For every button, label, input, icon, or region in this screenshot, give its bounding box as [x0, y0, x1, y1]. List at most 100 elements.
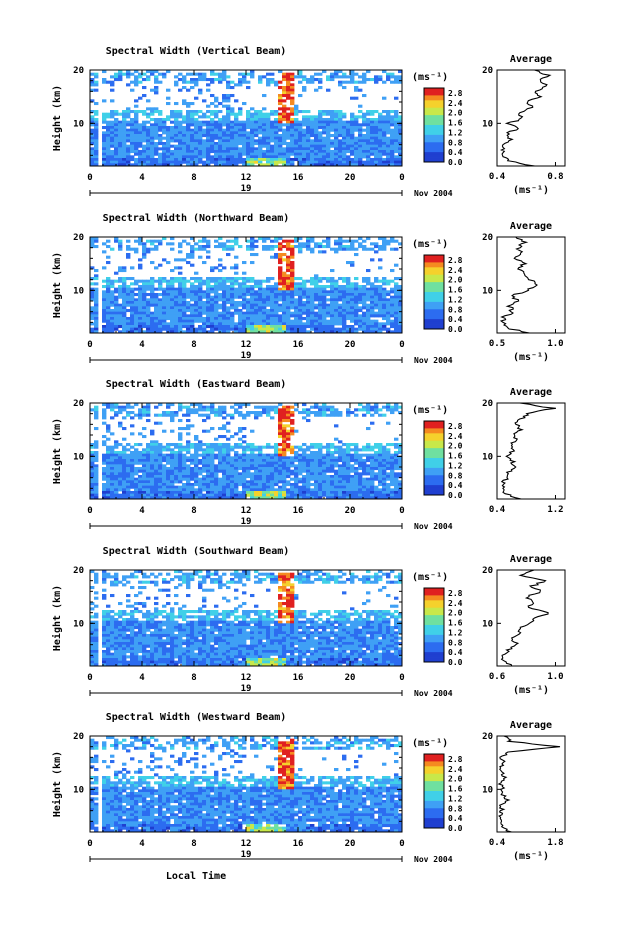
y-tick-label: 10	[73, 119, 84, 129]
heatmap-cell	[242, 136, 247, 140]
heatmap-cell	[314, 139, 319, 143]
heatmap-cell	[234, 443, 239, 447]
heatmap-cell	[142, 134, 147, 138]
heatmap-cell	[150, 314, 155, 318]
heatmap-cell	[298, 472, 303, 476]
heatmap-cell	[178, 405, 183, 409]
heatmap-cell	[166, 325, 171, 329]
heatmap-cell	[326, 144, 331, 148]
heatmap-cell	[226, 293, 231, 297]
heatmap-cell	[246, 112, 251, 116]
heatmap-cell	[230, 128, 235, 132]
heatmap-cell	[398, 314, 403, 318]
heatmap-cell	[182, 303, 187, 307]
heatmap-cell	[226, 459, 231, 463]
heatmap-cell	[338, 144, 343, 148]
heatmap-cell	[162, 277, 167, 281]
heatmap-cell	[238, 72, 243, 76]
heatmap-cell	[154, 131, 159, 135]
heatmap-cell	[158, 472, 163, 476]
heatmap-cell	[382, 282, 387, 286]
heatmap-cell	[378, 306, 383, 310]
heatmap-cell	[126, 293, 131, 297]
heatmap-cell	[198, 293, 203, 297]
heatmap-cell	[378, 327, 383, 331]
heatmap-cell	[94, 469, 99, 473]
heatmap-cell	[230, 306, 235, 310]
heatmap-cell	[306, 464, 311, 468]
heatmap-cell	[166, 309, 171, 313]
heatmap-cell	[398, 330, 403, 334]
heatmap-cell	[142, 282, 147, 286]
heatmap-cell	[386, 306, 391, 310]
heatmap-cell	[194, 118, 199, 122]
heatmap-cell	[318, 144, 323, 148]
heatmap-cell	[178, 477, 183, 481]
heatmap-cell	[394, 311, 399, 315]
heatmap-cell	[238, 322, 243, 326]
colorbar-segment	[424, 95, 444, 99]
heatmap-cell	[194, 136, 199, 140]
heatmap-cell	[206, 152, 211, 156]
heatmap-cell	[330, 120, 335, 124]
heatmap-cell	[374, 160, 379, 164]
heatmap-cell	[306, 411, 311, 415]
heatmap-cell	[282, 427, 287, 431]
heatmap-cell	[322, 287, 327, 291]
heatmap-cell	[294, 298, 299, 302]
heatmap-cell	[202, 279, 207, 283]
heatmap-cell	[154, 247, 159, 251]
heatmap-cell	[126, 128, 131, 132]
heatmap-cell	[150, 72, 155, 76]
heatmap-cell	[378, 461, 383, 465]
heatmap-cell	[158, 279, 163, 283]
heatmap-cell	[334, 150, 339, 154]
heatmap-cell	[262, 301, 267, 305]
heatmap-cell	[346, 247, 351, 251]
heatmap-cell	[118, 155, 123, 159]
heatmap-cell	[234, 255, 239, 259]
heatmap-cell	[90, 150, 95, 154]
heatmap-cell	[250, 128, 255, 132]
heatmap-cell	[90, 322, 95, 326]
heatmap-cell	[262, 322, 267, 326]
heatmap-cell	[226, 144, 231, 148]
heatmap-cell	[106, 459, 111, 463]
heatmap-cell	[386, 459, 391, 463]
heatmap-cell	[206, 456, 211, 460]
heatmap-cell	[358, 126, 363, 130]
heatmap-cell	[146, 144, 151, 148]
heatmap-cell	[338, 475, 343, 479]
heatmap-cell	[194, 160, 199, 164]
heatmap-cell	[138, 301, 143, 305]
heatmap-cell	[138, 239, 143, 243]
heatmap-cell	[190, 80, 195, 84]
heatmap-cell	[106, 115, 111, 119]
heatmap-cell	[266, 319, 271, 323]
heatmap-cell	[366, 314, 371, 318]
heatmap-cell	[254, 319, 259, 323]
heatmap-cell	[222, 293, 227, 297]
heatmap-cell	[154, 279, 159, 283]
heatmap-cell	[386, 421, 391, 425]
heatmap-cell	[238, 413, 243, 417]
heatmap-cell	[194, 158, 199, 162]
heatmap-cell	[210, 123, 215, 127]
heatmap-cell	[186, 118, 191, 122]
heatmap-cell	[214, 282, 219, 286]
heatmap-cell	[174, 152, 179, 156]
heatmap-cell	[278, 287, 283, 291]
heatmap-cell	[166, 461, 171, 465]
heatmap-cell	[150, 88, 155, 92]
heatmap-cell	[238, 134, 243, 138]
heatmap-cell	[122, 155, 127, 159]
heatmap-cell	[230, 282, 235, 286]
heatmap-cell	[390, 152, 395, 156]
heatmap-cell	[154, 421, 159, 425]
heatmap-cell	[162, 472, 167, 476]
heatmap-cell	[106, 424, 111, 428]
heatmap-cell	[178, 325, 183, 329]
heatmap-cell	[174, 322, 179, 326]
heatmap-cell	[102, 290, 107, 294]
heatmap-cell	[202, 451, 207, 455]
